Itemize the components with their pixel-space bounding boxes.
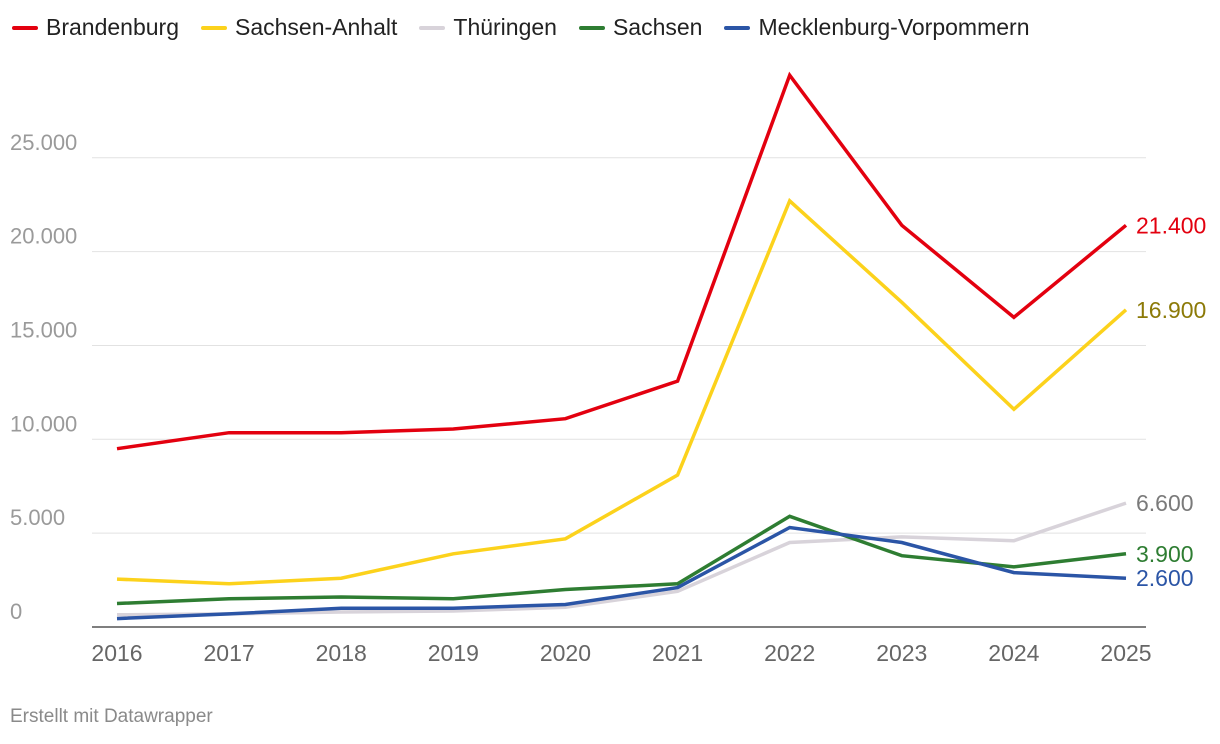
end-value-label: 3.900 [1136, 541, 1194, 567]
legend-label: Mecklenburg-Vorpommern [758, 14, 1030, 40]
series-line-brandenburg [116, 71, 1128, 451]
y-tick-label: 0 [10, 599, 22, 624]
legend-item: Mecklenburg-Vorpommern [724, 14, 1030, 41]
legend-label: Sachsen [612, 14, 703, 40]
x-tick-label: 2019 [428, 640, 479, 666]
x-tick-label: 2023 [876, 640, 927, 666]
y-tick-label: 5.000 [10, 505, 65, 530]
legend-item: Thüringen [419, 14, 557, 41]
legend-swatch [578, 25, 605, 30]
legend-item: Sachsen-Anhalt [201, 14, 397, 41]
x-tick-label: 2021 [652, 640, 703, 666]
x-tick-label: 2024 [988, 640, 1039, 666]
legend-swatch [201, 25, 227, 30]
legend-item: Brandenburg [12, 14, 179, 41]
legend-label: Brandenburg [46, 14, 179, 40]
end-value-label: 16.900 [1136, 297, 1206, 323]
x-tick-label: 2025 [1100, 640, 1151, 666]
series-line-sachsen [116, 514, 1127, 606]
series-line-th-ringen [116, 501, 1127, 617]
series-line-sachsen-anhalt [116, 197, 1128, 586]
legend-swatch [12, 25, 38, 30]
legend-label: Sachsen-Anhalt [235, 14, 398, 40]
footer-credit: Erstellt mit Datawrapper [10, 706, 213, 727]
x-tick-label: 2017 [204, 640, 255, 666]
legend-swatch [419, 25, 446, 30]
end-value-label: 21.400 [1136, 212, 1206, 238]
end-value-label: 6.600 [1136, 490, 1194, 516]
chart-legend: Brandenburg Sachsen-Anhalt Thüringen Sachse… [12, 14, 1052, 41]
y-tick-label: 10.000 [10, 411, 77, 436]
legend-swatch [724, 25, 751, 30]
x-tick-label: 2022 [764, 640, 815, 666]
x-tick-label: 2018 [316, 640, 367, 666]
x-tick-label: 2020 [540, 640, 591, 666]
end-value-label: 2.600 [1136, 565, 1194, 591]
series-line-mecklenburg-vorpommern [116, 525, 1127, 621]
y-tick-label: 15.000 [10, 317, 77, 342]
x-tick-label: 2016 [91, 640, 142, 666]
y-tick-label: 20.000 [10, 224, 77, 249]
legend-item: Sachsen [578, 14, 703, 41]
legend-label: Thüringen [453, 14, 557, 40]
y-tick-label: 25.000 [10, 130, 77, 155]
